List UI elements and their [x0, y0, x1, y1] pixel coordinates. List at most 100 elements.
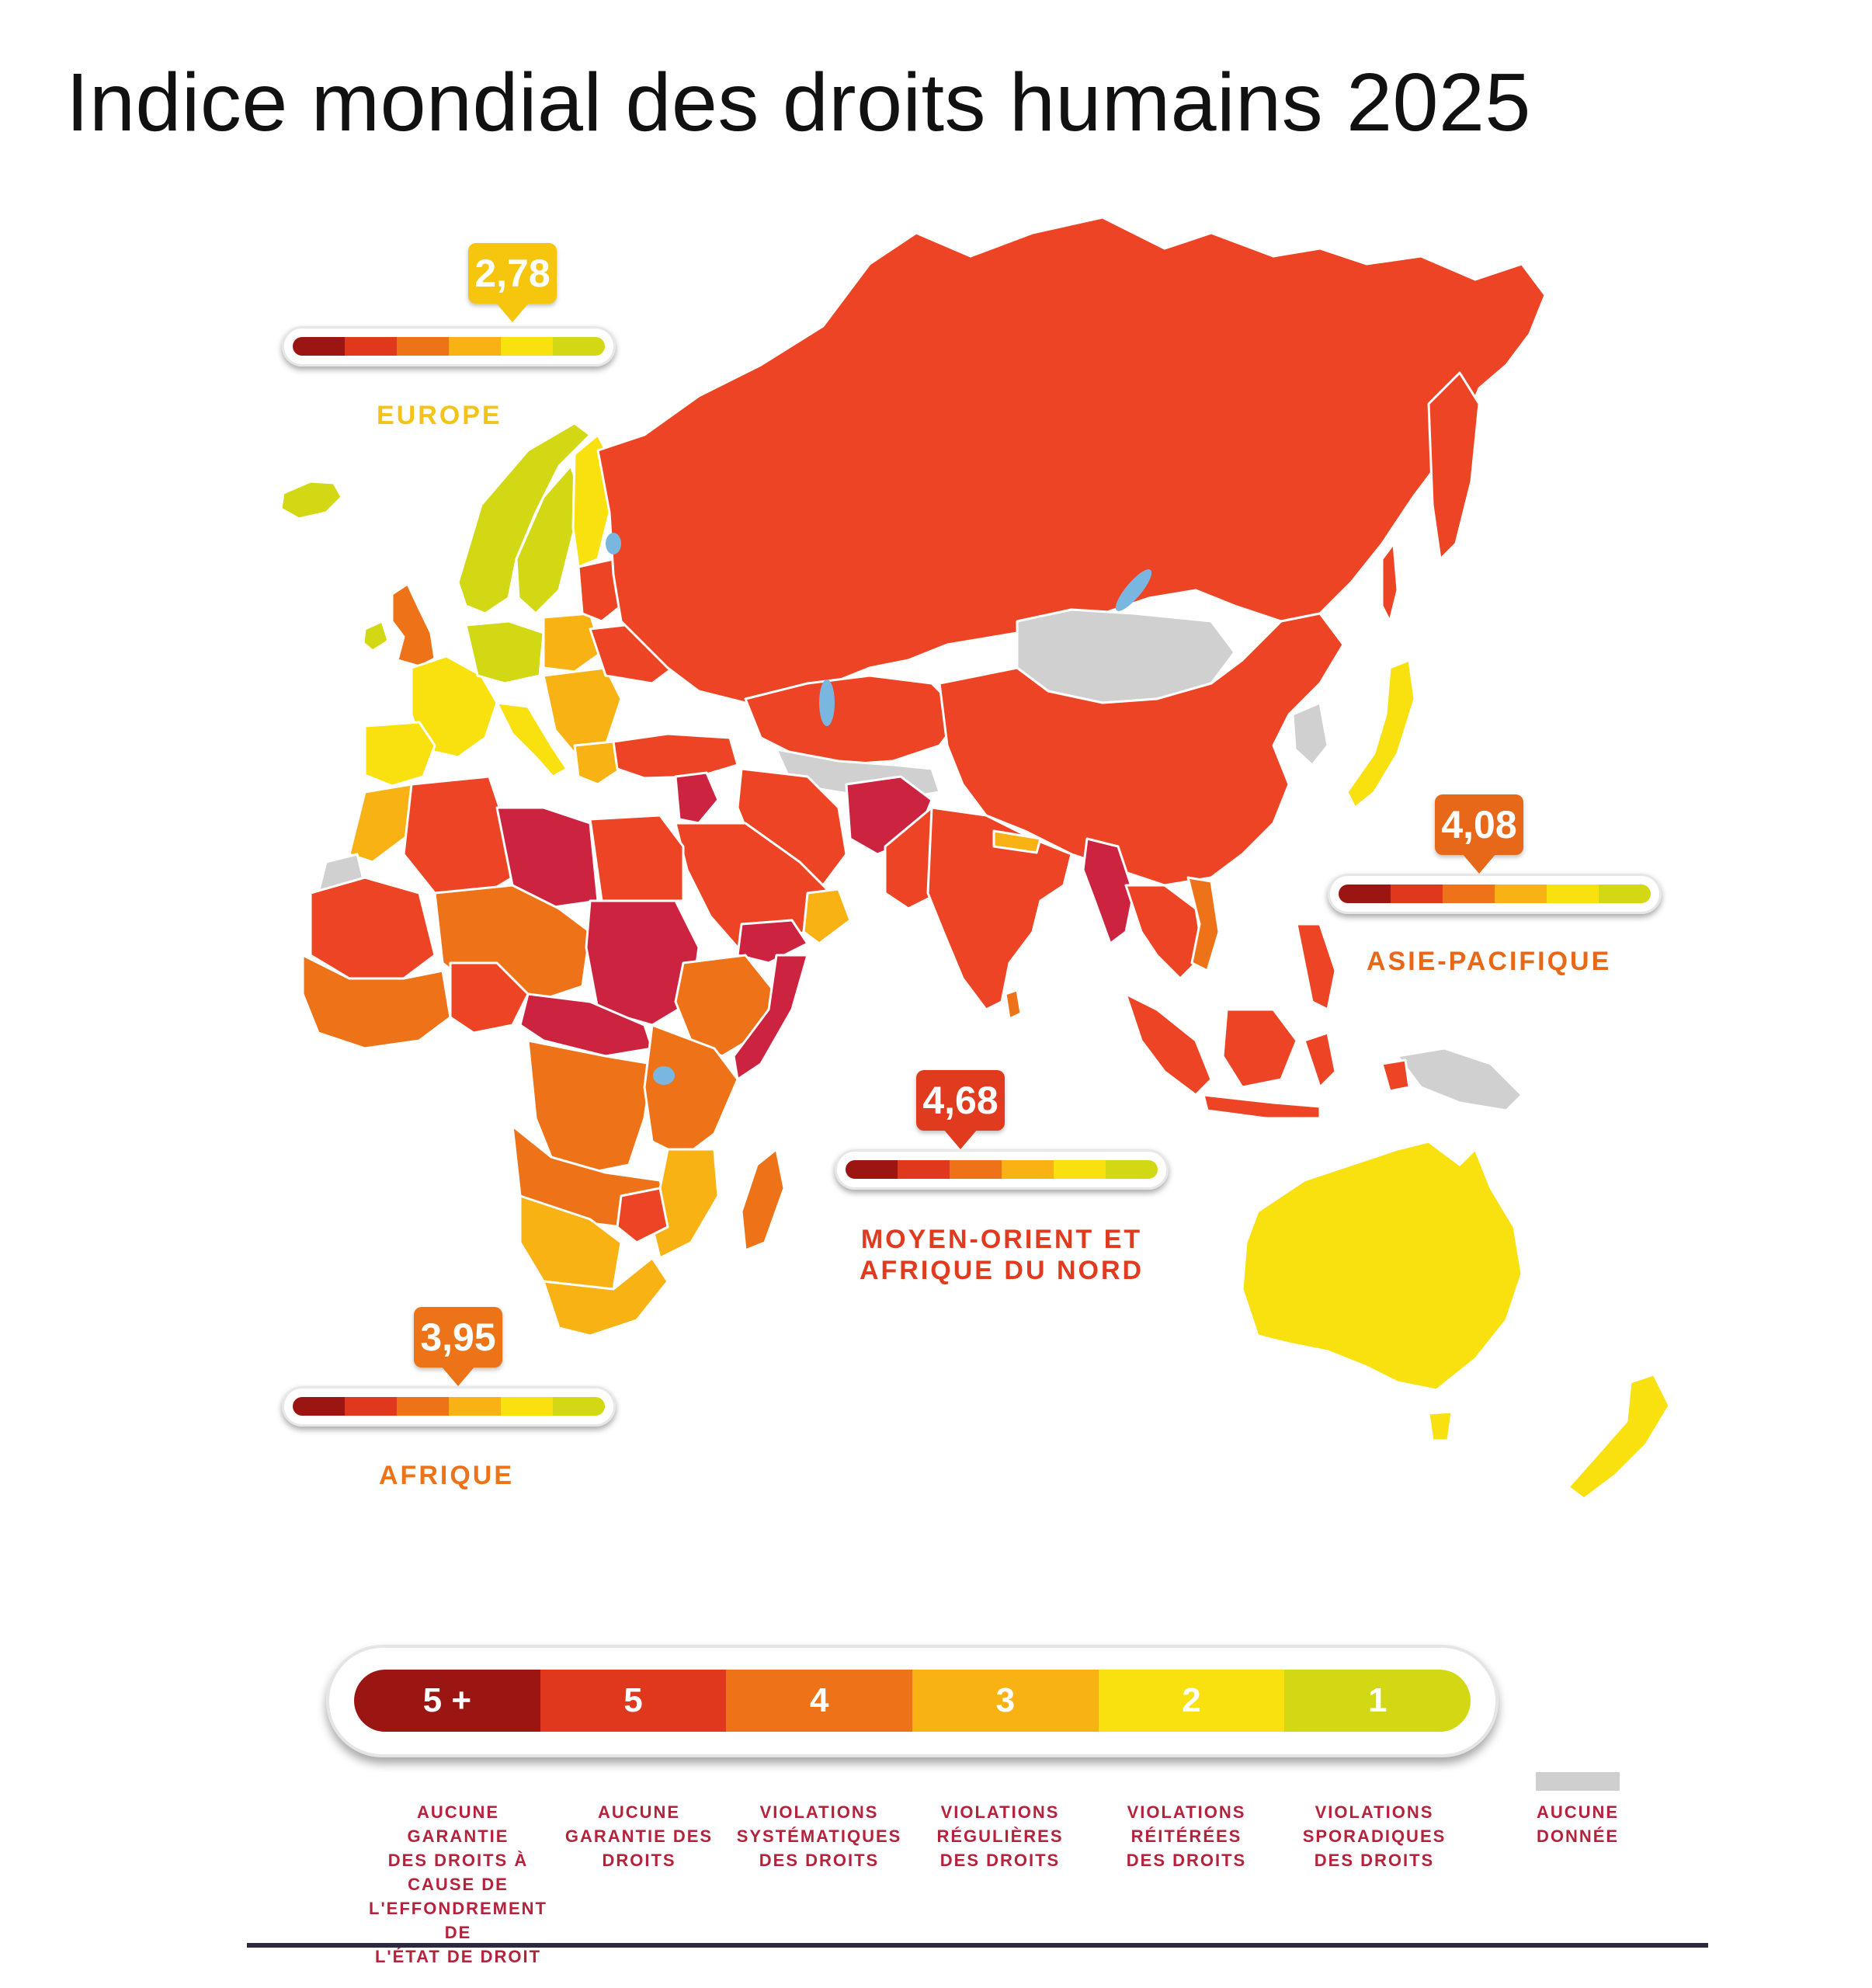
legend-level-4: 4 [726, 1670, 913, 1732]
legend-desc-line: DES DROITS [1314, 1851, 1435, 1870]
legend-desc-line: AUCUNE [597, 1802, 681, 1822]
egypt [589, 814, 685, 902]
java [1202, 1093, 1322, 1120]
region-scale-asie-pacifique [1328, 874, 1662, 914]
kazakhstan [744, 674, 964, 766]
legend-desc-line: L'EFFONDREMENT DE [369, 1899, 547, 1942]
region-name-asie-pacifique: ASIE-PACIFIQUE [1367, 947, 1612, 976]
bottom-divider [247, 1943, 1708, 1948]
madagascar [740, 1148, 786, 1252]
region-score-moyen-orient: 4,68 [922, 1079, 999, 1122]
region-score-badge-asie-pacifique: 4,08 [1435, 794, 1523, 874]
vietnam [1186, 876, 1221, 972]
italy [495, 701, 568, 778]
lake-ladoga [606, 533, 621, 554]
syria [674, 771, 720, 825]
legend-desc-3: VIOLATIONS RÉGULIÈRES DES DROITS [922, 1800, 1078, 1872]
central-african [519, 992, 654, 1058]
thailand-indochina [1124, 884, 1205, 980]
east-africa [643, 1024, 739, 1159]
legend-desc-4: VIOLATIONS SYSTÉMATIQUES DES DROITS [734, 1800, 905, 1872]
region-score-europe: 2,78 [474, 252, 550, 295]
region-name-moyen-orient-line2: AFRIQUE DU NORD [859, 1256, 1144, 1285]
legend-level-3: 3 [912, 1670, 1099, 1732]
poland-central [542, 612, 603, 673]
sudan [585, 899, 700, 1027]
norway [457, 422, 592, 615]
new-zealand [1567, 1373, 1671, 1500]
spain-portugal [363, 721, 436, 787]
tasmania [1427, 1410, 1453, 1442]
legend-desc-line: DONNÉE [1536, 1826, 1620, 1846]
kamchatka [1427, 371, 1481, 561]
balkans [542, 666, 623, 755]
philippines [1295, 923, 1337, 1011]
legend-desc-line: AUCUNE GARANTIE [407, 1802, 509, 1846]
region-name-moyen-orient-line1: MOYEN-ORIENT ET [860, 1225, 1143, 1254]
region-scale-moyen-orient [835, 1149, 1169, 1190]
papua-west [1381, 1058, 1411, 1093]
algeria [402, 775, 514, 902]
region-name-europe: EUROPE [377, 401, 502, 430]
yemen [736, 919, 809, 964]
sakhalin [1381, 542, 1399, 623]
legend-desc-5plus: AUCUNE GARANTIE DES DROITS À CAUSE DE L'… [369, 1800, 547, 1969]
somalia [732, 954, 809, 1081]
region-name-moyen-orient: MOYEN-ORIENT ET AFRIQUE DU NORD [839, 1224, 1165, 1286]
legend-desc-line: RÉGULIÈRES [936, 1826, 1064, 1846]
lake-victoria [653, 1066, 675, 1085]
legend-desc-line: VIOLATIONS [1127, 1802, 1246, 1822]
legend-desc-line: L'ÉTAT DE DROIT [374, 1947, 542, 1966]
legend-level-2: 2 [1098, 1670, 1285, 1732]
japan [1346, 659, 1416, 809]
china [938, 612, 1345, 887]
united-kingdom [391, 582, 436, 668]
mauritania-mali [309, 876, 436, 980]
new-guinea [1396, 1047, 1523, 1112]
legend-level-1: 1 [1284, 1670, 1471, 1732]
legend-desc-line: DROITS [602, 1851, 676, 1870]
legend-level-5plus: 5 + [354, 1670, 540, 1732]
nigeria [449, 961, 530, 1034]
legend-desc-line: CAUSE DE [408, 1875, 509, 1894]
legend-desc-line: VIOLATIONS [940, 1802, 1060, 1822]
legend-desc-no-data: AUCUNE DONNÉE [1500, 1800, 1655, 1848]
malaysia-sumatra [1124, 992, 1213, 1097]
south-africa [542, 1256, 669, 1337]
legend-desc-line: GARANTIE DES [564, 1826, 714, 1846]
region-name-afrique: AFRIQUE [379, 1461, 514, 1490]
legend-no-data-swatch [1536, 1772, 1620, 1791]
legend-desc-line: VIOLATIONS [759, 1802, 879, 1822]
legend-desc-line: SYSTÉMATIQUES [736, 1826, 902, 1846]
drc [526, 1039, 654, 1174]
legend-desc-line: VIOLATIONS [1315, 1802, 1434, 1822]
legend-level-5: 5 [540, 1670, 727, 1732]
lakes [606, 533, 1152, 1085]
legend-desc-line: RÉITÉRÉES [1130, 1826, 1242, 1846]
borneo [1221, 1008, 1298, 1089]
region-score-afrique: 3,95 [420, 1315, 496, 1359]
legend-desc-line: AUCUNE [1536, 1802, 1620, 1822]
australia [1241, 1140, 1523, 1392]
nepal [992, 829, 1042, 854]
myanmar [1082, 837, 1135, 945]
caspian-sea [819, 679, 835, 726]
legend-desc-line: SPORADIQUES [1302, 1826, 1447, 1846]
ireland [362, 620, 390, 652]
legend-desc-line: DES DROITS À [387, 1851, 529, 1870]
korea [1291, 701, 1329, 766]
legend-desc-line: DES DROITS [939, 1851, 1061, 1870]
legend-desc-5: AUCUNE GARANTIE DES DROITS [561, 1800, 717, 1872]
page-title: Indice mondial des droits humains 2025 [66, 57, 1531, 148]
turkey [612, 732, 739, 780]
sri-lanka [1004, 989, 1023, 1020]
legend-scale: 5 + 5 4 3 2 1 [326, 1645, 1499, 1757]
legend-desc-2: VIOLATIONS RÉITÉRÉES DES DROITS [1109, 1800, 1264, 1872]
greece-turkey-west [573, 740, 623, 786]
legend-desc-line: DES DROITS [1126, 1851, 1247, 1870]
region-score-badge-europe: 2,78 [468, 243, 557, 322]
region-score-badge-afrique: 3,95 [414, 1307, 502, 1386]
region-scale-europe [282, 326, 616, 367]
baltics-belarus [577, 558, 623, 623]
map-land [280, 216, 1671, 1500]
